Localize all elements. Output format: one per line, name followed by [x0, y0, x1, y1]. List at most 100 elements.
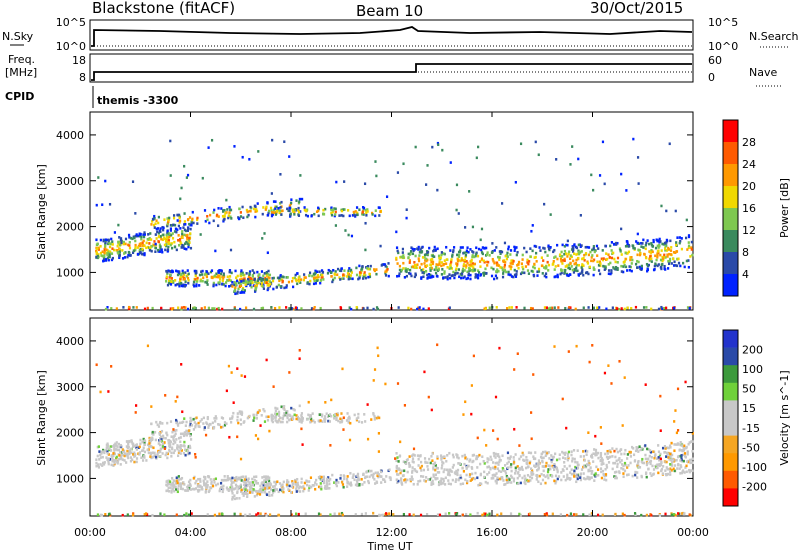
echo-cell [613, 449, 616, 453]
echo-cell [434, 473, 437, 477]
echo-cell [388, 468, 391, 472]
echo-cell [691, 253, 694, 257]
echo-cell [417, 457, 420, 461]
echo-cell [179, 452, 182, 455]
echo-cell [551, 457, 554, 461]
echo-cell [555, 158, 558, 161]
echo-cell [402, 267, 405, 270]
echo-cell [140, 449, 144, 452]
echo-cell [429, 269, 432, 272]
echo-cell [448, 473, 451, 477]
echo-cell [166, 452, 170, 456]
echo-cell [675, 458, 678, 462]
echo-cell [401, 474, 405, 478]
echo-cell [226, 208, 229, 211]
echo-cell [316, 275, 319, 278]
echo-cell [120, 241, 123, 245]
echo-cell [154, 242, 157, 246]
echo-cell [301, 443, 304, 446]
echo-cell [624, 257, 627, 261]
echo-cell [242, 475, 245, 479]
echo-cell [521, 253, 524, 257]
echo-cell [213, 307, 216, 310]
echo-cell [326, 484, 329, 487]
echo-cell [462, 413, 465, 416]
echo-cell [179, 227, 182, 230]
echo-cell [258, 277, 261, 281]
echo-cell [157, 425, 161, 428]
echo-cell [559, 272, 562, 276]
echo-cell [530, 269, 533, 273]
echo-cell [636, 241, 639, 245]
echo-cell [233, 289, 237, 293]
echo-cell [443, 468, 446, 471]
echo-cell [189, 446, 192, 450]
echo-cell [238, 207, 241, 211]
echo-cell [484, 512, 487, 516]
echo-cell [236, 435, 239, 439]
echo-cell [171, 236, 175, 240]
echo-cell [161, 422, 164, 425]
echo-cell [288, 204, 292, 208]
echo-cell [366, 208, 369, 211]
echo-cell [445, 258, 448, 261]
echo-cell [265, 278, 268, 281]
echo-cell [572, 259, 575, 263]
echo-cell [162, 226, 165, 230]
echo-cell [126, 449, 129, 453]
echo-cell [558, 253, 562, 257]
echo-cell [465, 250, 468, 254]
echo-cell [193, 269, 196, 273]
x-tick-label: 00:00 [74, 526, 106, 539]
echo-cell [565, 467, 569, 471]
echo-cell [472, 453, 475, 457]
colorbar-segment [723, 382, 738, 401]
echo-cell [212, 283, 215, 287]
echo-cell [143, 441, 146, 444]
echo-cell [459, 246, 462, 249]
echo-cell [240, 374, 243, 377]
echo-cell [257, 490, 260, 493]
echo-cell [258, 491, 261, 495]
echo-cell [176, 446, 179, 450]
echo-cell [500, 202, 504, 205]
echo-cell [556, 257, 559, 261]
echo-cell [622, 475, 625, 479]
echo-cell [176, 422, 179, 426]
echo-cell [135, 233, 138, 236]
echo-cell [361, 210, 364, 214]
echo-cell [599, 459, 602, 463]
echo-cell [363, 480, 366, 484]
echo-cell [366, 264, 370, 268]
echo-cell [660, 249, 663, 252]
echo-cell [215, 275, 218, 279]
echo-cell [424, 479, 427, 483]
echo-cell [103, 461, 106, 464]
echo-cell [544, 475, 547, 479]
echo-cell [318, 413, 321, 416]
echo-cell [594, 472, 597, 475]
echo-cell [400, 483, 404, 486]
echo-cell [500, 512, 503, 516]
echo-cell [486, 481, 489, 485]
echo-cell [194, 481, 197, 485]
echo-cell [486, 251, 489, 254]
echo-cell [358, 271, 362, 274]
echo-cell [159, 447, 163, 451]
echo-cell [355, 273, 359, 277]
echo-cell [123, 452, 127, 455]
echo-cell [594, 249, 597, 252]
echo-cell [571, 459, 574, 463]
echo-cell [509, 465, 512, 468]
echo-cell [600, 476, 603, 480]
echo-cell [261, 285, 264, 288]
echo-cell [673, 306, 676, 310]
echo-cell [285, 284, 288, 287]
echo-cell [179, 482, 182, 485]
echo-cell [185, 489, 188, 492]
echo-cell [462, 263, 466, 266]
echo-cell [170, 280, 173, 283]
echo-cell [131, 445, 135, 448]
echo-cell [448, 306, 451, 310]
echo-cell [251, 491, 254, 494]
